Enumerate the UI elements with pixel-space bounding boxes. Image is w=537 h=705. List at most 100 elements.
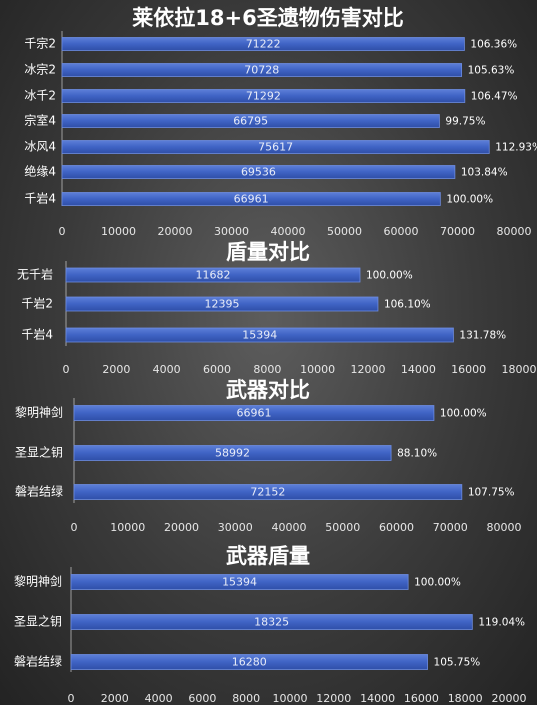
chart-2-x-tick-label: 2000: [102, 363, 130, 376]
chart-2-x-tick-label: 12000: [351, 363, 386, 376]
chart-2-x-tick-label: 6000: [203, 363, 231, 376]
chart-2-x-tick-label: 4000: [153, 363, 181, 376]
chart-1-category-label: 宗室4: [24, 113, 56, 128]
chart-4-x-tick-label: 10000: [273, 692, 308, 705]
chart-1-x-tick-label: 60000: [384, 225, 419, 238]
chart-2-bar: [65, 327, 454, 343]
chart-2-category-label: 无千岩: [17, 267, 53, 282]
chart-2-category-label: 千岩2: [21, 296, 53, 311]
chart-4-x-tick-label: 14000: [360, 692, 395, 705]
chart-2-value-label: 15394: [242, 329, 277, 342]
chart-1-percent-label: 99.75%: [445, 116, 485, 128]
chart-3-bar: [73, 445, 392, 461]
chart-3-x-tick-label: 60000: [379, 521, 414, 534]
chart-2-x-tick-label: 8000: [253, 363, 281, 376]
chart-1-category-label: 冰风4: [24, 140, 56, 154]
chart-1-title: 莱依拉18+6圣遗物伤害对比: [132, 6, 403, 30]
chart-3-bar: [73, 484, 463, 500]
chart-4-percent-label: 105.75%: [434, 657, 481, 669]
chart-2-value-label: 12395: [204, 298, 239, 311]
chart-1-value-label: 70728: [244, 64, 279, 77]
chart-1-value-label: 69536: [241, 166, 276, 179]
chart-3-value-label: 72152: [250, 486, 285, 499]
chart-1-percent-label: 106.36%: [470, 39, 517, 51]
chart-1-value-label: 75617: [258, 141, 293, 154]
chart-3-category-label: 黎明神剑: [15, 405, 63, 420]
chart-2-category-label: 千岩4: [21, 327, 53, 342]
chart-1-percent-label: 112.93%: [495, 142, 537, 154]
chart-3-x-tick-label: 40000: [272, 521, 307, 534]
chart-3-value-label: 66961: [236, 407, 271, 420]
chart-1-x-tick-label: 0: [59, 225, 66, 238]
chart-1-value-label: 71222: [246, 38, 281, 51]
chart-3-x-tick-label: 10000: [110, 521, 145, 534]
chart-4-value-label: 15394: [222, 576, 257, 589]
chart-1-bar: [61, 63, 463, 77]
chart-1-bar: [61, 192, 441, 206]
chart-4-x-tick-label: 16000: [404, 692, 439, 705]
chart-3-bar: [73, 405, 435, 421]
chart-2-title: 盾量对比: [226, 240, 310, 264]
chart-1-bar: [61, 140, 490, 154]
chart-4-value-label: 18325: [254, 616, 289, 629]
chart-4-x-tick-label: 6000: [188, 692, 216, 705]
chart-1-x-tick-label: 30000: [214, 225, 249, 238]
chart-4-percent-label: 100.00%: [414, 577, 461, 589]
chart-3-percent-label: 88.10%: [397, 448, 437, 460]
chart-1-value-label: 66795: [233, 115, 268, 128]
chart-1-bar: [61, 114, 440, 128]
chart-1-bar: [61, 165, 456, 179]
chart-4-percent-label: 119.04%: [478, 617, 525, 629]
chart-2-percent-label: 131.78%: [459, 330, 506, 342]
chart-1-percent-label: 100.00%: [446, 194, 493, 206]
chart-4-bar: [70, 574, 409, 590]
chart-3-x-tick-label: 80000: [487, 521, 522, 534]
chart-1-percent-label: 106.47%: [471, 91, 518, 103]
chart-4-bar: [70, 654, 428, 670]
chart-4-x-tick-label: 4000: [145, 692, 173, 705]
chart-3-x-tick-label: 30000: [218, 521, 253, 534]
chart-3-category-label: 磐岩结绿: [15, 484, 63, 499]
chart-3-x-tick-label: 20000: [164, 521, 199, 534]
chart-4-x-tick-label: 0: [68, 692, 75, 705]
chart-1-category-label: 冰宗2: [24, 62, 56, 77]
chart-3-x-tick-label: 70000: [433, 521, 468, 534]
chart-4-category-label: 圣显之钥: [14, 615, 62, 629]
chart-1-value-label: 71292: [246, 90, 281, 103]
chart-4-x-tick-label: 8000: [232, 692, 260, 705]
chart-1-x-tick-label: 80000: [497, 225, 532, 238]
chart-1-bar: [61, 89, 466, 103]
chart-4-x-tick-label: 2000: [101, 692, 129, 705]
chart-1-category-label: 绝缘4: [24, 164, 56, 179]
chart-2-x-tick-label: 16000: [451, 363, 486, 376]
chart-2-value-label: 11682: [195, 269, 230, 282]
chart-4-x-tick-label: 18000: [448, 692, 483, 705]
chart-4-bar: [70, 614, 473, 630]
chart-1-category-label: 千宗2: [24, 36, 56, 51]
chart-4-x-tick-label: 20000: [492, 692, 527, 705]
chart-2-bar: [65, 296, 379, 312]
chart-2-x-tick-label: 0: [63, 363, 70, 376]
chart-4-value-label: 16280: [232, 656, 267, 669]
chart-3-category-label: 圣显之钥: [15, 446, 63, 460]
chart-1-x-tick-label: 20000: [158, 225, 193, 238]
chart-4-title: 武器盾量: [226, 544, 310, 568]
chart-4-x-tick-label: 12000: [316, 692, 351, 705]
chart-1-value-label: 66961: [234, 193, 269, 206]
chart-3-x-tick-label: 50000: [325, 521, 360, 534]
chart-2-x-tick-label: 18000: [502, 363, 537, 376]
chart-1-bar: [61, 37, 465, 51]
chart-1-x-tick-label: 40000: [271, 225, 306, 238]
chart-1-x-tick-label: 50000: [327, 225, 362, 238]
chart-1-x-tick-label: 10000: [101, 225, 136, 238]
chart-4-category-label: 磐岩结绿: [14, 654, 62, 669]
chart-3-title: 武器对比: [226, 378, 310, 402]
chart-1-percent-label: 103.84%: [461, 167, 508, 179]
chart-2-percent-label: 106.10%: [384, 299, 431, 311]
chart-1-percent-label: 105.63%: [468, 65, 515, 77]
chart-2-bar: [65, 267, 361, 283]
chart-1-category-label: 千岩4: [24, 191, 56, 206]
chart-3-percent-label: 107.75%: [468, 487, 515, 499]
chart-2-percent-label: 100.00%: [366, 270, 413, 282]
